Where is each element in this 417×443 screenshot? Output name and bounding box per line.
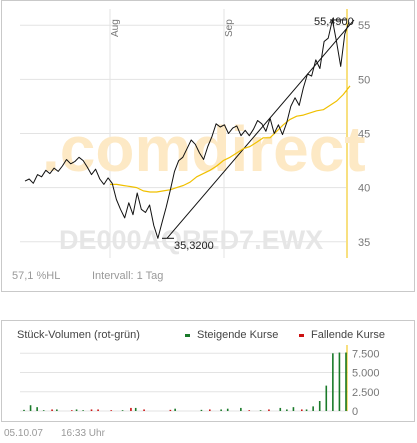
y-tick-label: 40 <box>358 183 370 195</box>
volume-bar-falling <box>110 410 113 411</box>
volume-bar-falling <box>143 409 145 411</box>
volume-bar-falling <box>268 409 270 411</box>
volume-chart: 0 2.500 5.000 7.500 <box>20 345 380 418</box>
volume-bar-rising <box>305 409 308 411</box>
y-tick-label: 45 <box>358 129 370 141</box>
hl-percent: 57,1 %HL <box>12 270 61 282</box>
y-tick-label: 50 <box>358 74 370 86</box>
volume-bar-rising <box>23 409 25 411</box>
volume-bar-rising <box>259 410 262 411</box>
volume-bar-rising <box>312 406 314 411</box>
volume-bar-falling <box>97 409 99 411</box>
low-annotation: 35,3200 <box>174 240 214 252</box>
volume-bar-falling <box>130 407 132 411</box>
interval-label: Intervall: 1 Tag <box>92 270 164 282</box>
volume-bar-rising <box>200 409 203 411</box>
volume-tick-label: 5.000 <box>352 368 380 380</box>
volume-bar-falling <box>90 409 93 411</box>
volume-bar-rising <box>226 408 229 411</box>
trend-line <box>166 19 355 239</box>
volume-bar-rising <box>279 407 282 411</box>
volume-chart-panel: 0 2.500 5.000 7.500 Stück-Volumen (rot-grün… <box>1 320 415 422</box>
x-tick-label: Sep <box>224 19 235 37</box>
price-line <box>24 19 350 239</box>
volume-bar-rising <box>42 410 45 411</box>
legend-falling: Fallende Kurse <box>299 329 385 341</box>
y-tick-label: 35 <box>358 237 370 249</box>
volume-bar-falling <box>71 410 73 411</box>
average-line <box>110 85 351 193</box>
volume-tick-label: 0 <box>352 406 358 418</box>
watermark-code: DE000AQRED7.EWX <box>59 225 323 255</box>
volume-bar-rising <box>292 407 295 411</box>
volume-bar-rising <box>82 410 84 411</box>
volume-bar-rising <box>36 407 38 411</box>
volume-tick-label: 7.500 <box>352 348 380 360</box>
x-tick-label: Aug <box>110 19 121 37</box>
volume-bar-rising <box>345 352 347 411</box>
volume-bar-rising <box>29 405 32 411</box>
falling-swatch <box>299 333 304 337</box>
volume-bar-rising <box>240 407 242 411</box>
footer-date: 05.10.07 <box>4 428 43 439</box>
volume-bar-rising <box>75 409 78 411</box>
legend-falling-label: Fallende Kurse <box>311 329 385 341</box>
legend-rising: Steigende Kurse <box>185 329 278 341</box>
legend-rising-label: Steigende Kurse <box>197 329 279 341</box>
volume-bar-rising <box>134 407 137 411</box>
volume-bar-rising <box>286 409 288 411</box>
volume-bar-falling <box>169 409 172 411</box>
volume-tick-label: 2.500 <box>352 387 380 399</box>
volume-title: Stück-Volumen (rot-grün) <box>17 329 140 341</box>
volume-bar-falling <box>51 409 53 411</box>
rising-swatch <box>185 333 190 337</box>
volume-bar-rising <box>318 401 321 411</box>
price-chart-panel: .comdirect DE000AQRED7.EWX 55,4900 35,32… <box>1 0 415 292</box>
volume-bar-rising <box>56 409 58 411</box>
volume-bar-rising <box>121 410 124 411</box>
volume-bar-falling <box>301 409 303 411</box>
price-chart: .comdirect DE000AQRED7.EWX 55,4900 35,32… <box>20 9 370 258</box>
volume-bar-rising <box>325 385 328 411</box>
high-annotation: 55,4900 <box>314 16 354 28</box>
volume-bar-falling <box>209 409 211 411</box>
volume-bar-rising <box>332 353 334 411</box>
volume-bar-rising <box>174 408 176 411</box>
y-tick-label: 55 <box>358 20 370 32</box>
footer-time: 16:33 Uhr <box>61 428 105 439</box>
watermark-brand: .comdirect <box>42 113 366 185</box>
volume-bar-rising <box>220 409 222 411</box>
volume-bar-falling <box>248 410 251 411</box>
volume-bar-rising <box>338 352 341 411</box>
